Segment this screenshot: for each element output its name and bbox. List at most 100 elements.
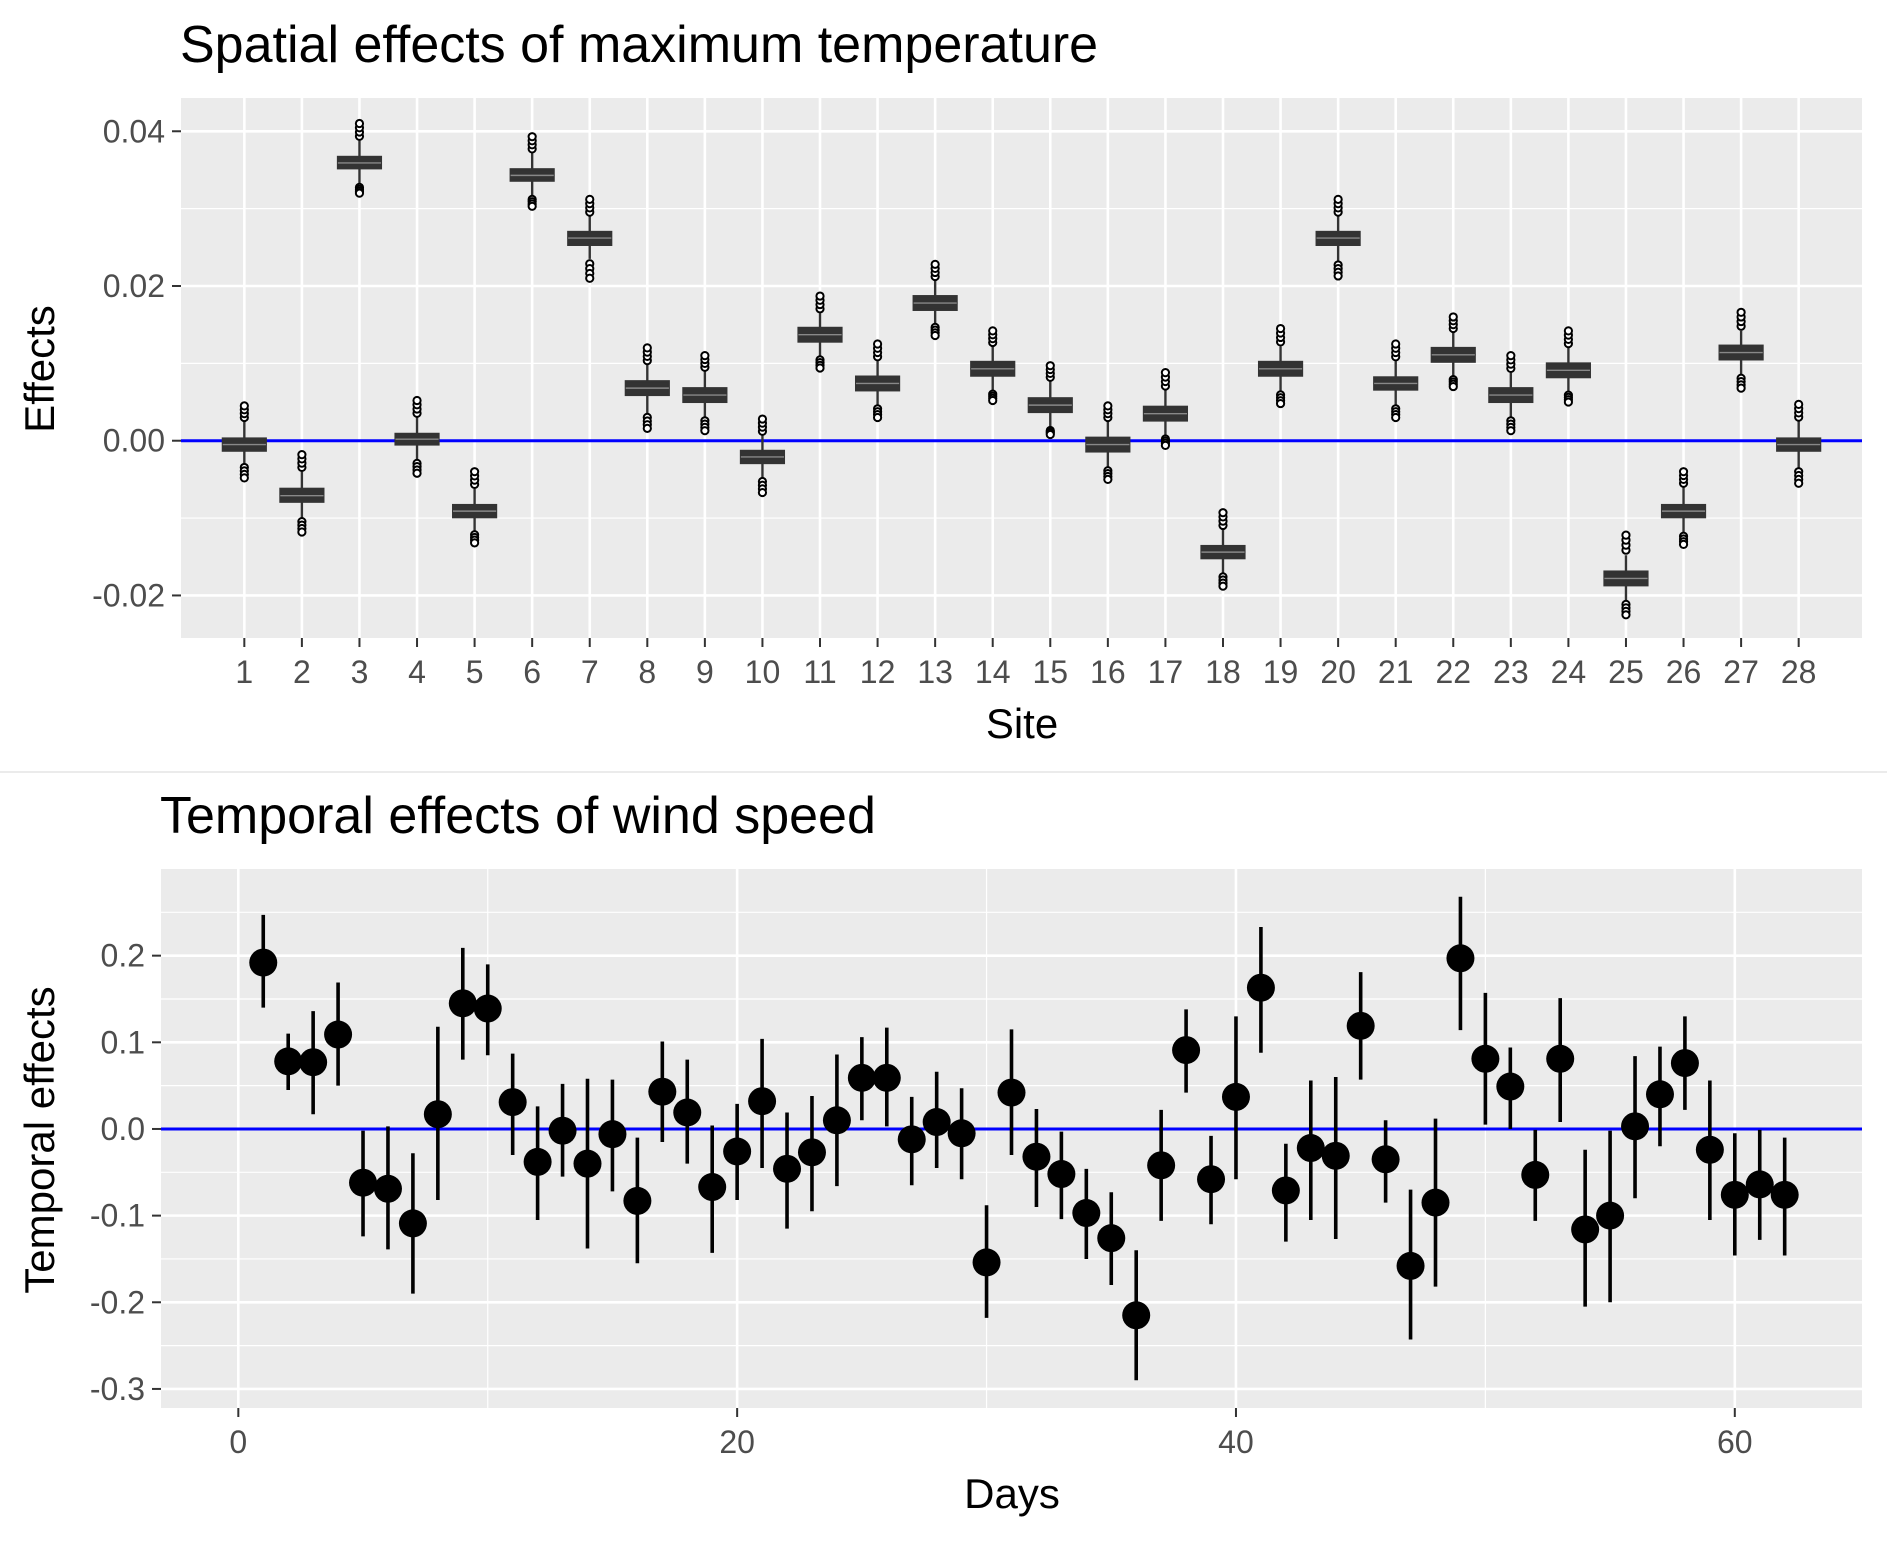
data-point [1097, 1224, 1126, 1253]
data-point [1571, 1215, 1600, 1244]
chart1-x-tick-label: 24 [1551, 654, 1587, 690]
point-day-30 [972, 1205, 1001, 1318]
point-day-58 [1670, 1016, 1699, 1110]
chart1-x-tick-label: 7 [581, 654, 599, 690]
box-outlier [412, 395, 422, 406]
box-site-5 [452, 467, 498, 548]
box-outlier [1736, 307, 1746, 317]
point-day-15 [598, 1079, 627, 1192]
point-day-23 [797, 1096, 826, 1212]
data-point [1197, 1165, 1226, 1194]
box-outlier [1678, 467, 1689, 477]
box-site-15 [1027, 361, 1073, 440]
box-outlier [930, 330, 940, 341]
chart1-x-tick-label: 18 [1205, 654, 1241, 690]
data-point [1621, 1112, 1650, 1141]
box-site-4 [394, 395, 440, 478]
box-outlier [297, 527, 307, 537]
data-point [1695, 1135, 1724, 1164]
point-day-48 [1421, 1118, 1450, 1287]
data-point [1770, 1180, 1799, 1209]
chart2-y-tick-label: -0.2 [90, 1284, 145, 1320]
chart2-x-axis-title: Days [964, 1470, 1060, 1517]
box-outlier [469, 538, 480, 548]
chart2-y-tick-label: 0.0 [101, 1111, 145, 1147]
data-point [1296, 1134, 1325, 1163]
point-day-14 [573, 1078, 602, 1249]
data-point [249, 948, 278, 977]
point-day-43 [1296, 1080, 1325, 1220]
point-day-60 [1720, 1133, 1749, 1256]
data-point [1720, 1180, 1749, 1209]
box-outlier [1736, 383, 1746, 393]
point-day-29 [947, 1088, 976, 1180]
temporal-effects-chart: Temporal effects of wind speed -0.3-0.2-… [16, 787, 1862, 1517]
chart2-points [249, 896, 1799, 1381]
point-day-40 [1221, 1016, 1250, 1180]
point-day-11 [498, 1053, 527, 1155]
point-day-26 [872, 1027, 901, 1127]
point-day-54 [1571, 1149, 1600, 1307]
box-outlier [930, 259, 940, 269]
data-point [523, 1147, 552, 1176]
box-outlier [1391, 339, 1401, 349]
box-outlier [412, 468, 422, 478]
point-day-4 [324, 982, 353, 1086]
data-point [373, 1174, 402, 1203]
box-site-9 [682, 351, 728, 436]
box-outlier [1621, 610, 1631, 620]
chart2-y-tick-label: 0.2 [101, 938, 145, 974]
box-outlier [1621, 530, 1631, 540]
chart2-y-tick-label: -0.1 [90, 1198, 145, 1234]
data-point [1670, 1049, 1699, 1078]
data-point [1346, 1011, 1375, 1040]
data-point [797, 1138, 826, 1167]
data-point [1645, 1080, 1674, 1109]
chart1-x-tick-label: 23 [1493, 654, 1529, 690]
data-point [1521, 1160, 1550, 1189]
chart2-x-tick-label: 60 [1717, 1424, 1753, 1460]
box-outlier [297, 450, 307, 460]
box-outlier [642, 423, 652, 433]
box-outlier [1448, 381, 1458, 392]
point-day-57 [1645, 1046, 1674, 1147]
chart1-x-axis-title: Site [986, 700, 1058, 747]
data-point [324, 1020, 353, 1049]
chart1-x-tick-label: 27 [1723, 654, 1759, 690]
chart2-y-axis: -0.3 -0.2 -0.1 0.0 0.1 0.2 [90, 938, 161, 1407]
point-day-41 [1246, 927, 1275, 1053]
chart1-x-axis: 1 2 3 4 5 6 7 8 9 10 11 12 13 14 15 16 17 18 19 20 21 22 23 24 2… [235, 638, 1816, 690]
point-day-1 [249, 914, 278, 1008]
box-site-28 [1776, 399, 1822, 488]
box-site-13 [912, 259, 958, 341]
point-day-16 [623, 1137, 652, 1264]
box-site-10 [739, 414, 786, 498]
data-point [349, 1168, 378, 1197]
chart1-y-tick-label: 0.00 [103, 423, 165, 459]
chart1-x-tick-label: 2 [293, 654, 311, 690]
box-outlier [585, 194, 595, 204]
point-day-7 [398, 1153, 427, 1294]
point-day-18 [673, 1059, 702, 1164]
box-outlier [642, 343, 652, 353]
box-outlier [1794, 478, 1804, 488]
box-outlier [1160, 440, 1171, 450]
point-day-59 [1695, 1080, 1724, 1220]
box-outlier [1563, 397, 1574, 407]
box-outlier [469, 467, 480, 477]
point-day-6 [373, 1126, 402, 1250]
point-day-28 [922, 1071, 951, 1168]
box-outlier [815, 291, 825, 301]
box-outlier [872, 412, 883, 423]
box-site-8 [624, 343, 670, 433]
chart1-x-tick-label: 3 [351, 654, 369, 690]
data-point [847, 1063, 876, 1092]
data-point [1271, 1176, 1300, 1205]
point-day-38 [1172, 1009, 1201, 1093]
chart1-x-tick-label: 1 [235, 654, 253, 690]
box-outlier [1275, 398, 1286, 409]
data-point [698, 1173, 727, 1202]
box-outlier [354, 118, 365, 129]
point-day-22 [773, 1112, 802, 1229]
chart1-x-tick-label: 25 [1608, 654, 1644, 690]
